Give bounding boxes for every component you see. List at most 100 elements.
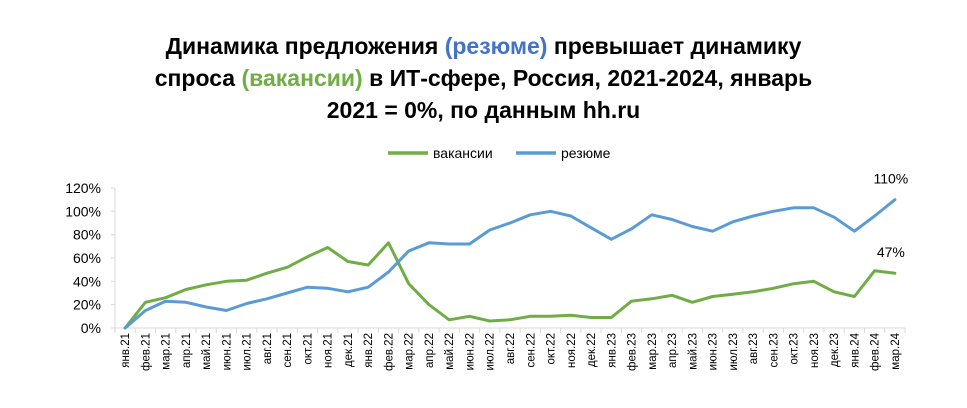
x-tick-label: дек.22 — [586, 333, 598, 367]
data-point — [185, 301, 187, 303]
data-point — [468, 315, 470, 317]
x-tick-label: апр.23 — [667, 333, 679, 368]
series-layer — [123, 198, 897, 330]
data-point — [468, 243, 470, 245]
x-tick-label: сен.22 — [525, 333, 537, 367]
data-point — [306, 286, 308, 288]
data-point — [529, 315, 531, 317]
x-tick-label: ноя.22 — [566, 333, 578, 368]
x-tick-label: июл.23 — [728, 333, 740, 371]
y-tick-label: 60% — [73, 250, 101, 266]
data-point — [245, 279, 247, 281]
x-tick-label: май.23 — [687, 333, 699, 370]
chart-title: Динамика предложения (резюме) превышает … — [0, 30, 967, 126]
x-axis: янв.21 фев.21 мар.21 апр.21 май.21 июн.21 июл.… — [114, 327, 906, 371]
data-point — [347, 291, 349, 293]
legend-label: резюме — [561, 145, 611, 161]
x-tick-label: дек.21 — [343, 333, 355, 367]
data-point — [671, 218, 673, 220]
x-tick-label: янв.21 — [120, 333, 132, 368]
data-point — [185, 288, 187, 290]
y-tick-label: 40% — [73, 273, 101, 289]
x-tick-label: дек.23 — [829, 333, 841, 367]
x-tick-label: янв.23 — [606, 333, 618, 368]
data-point — [711, 295, 713, 297]
data-point — [772, 210, 774, 212]
x-tick-label: авг.22 — [505, 333, 517, 364]
data-point — [509, 319, 511, 321]
data-point — [732, 293, 734, 295]
title-text: Динамика предложения — [165, 33, 445, 59]
data-point — [691, 301, 693, 303]
data-point — [347, 260, 349, 262]
series-line-vacancies — [123, 241, 897, 330]
data-point — [833, 291, 835, 293]
data-point — [509, 222, 511, 224]
data-point — [286, 292, 288, 294]
data-label-end: 110% — [873, 171, 908, 187]
x-tick-label: июн.21 — [221, 333, 233, 370]
legend-label: вакансии — [433, 145, 493, 161]
data-point — [387, 242, 389, 244]
y-tick-label: 100% — [65, 203, 101, 219]
data-label-end: 47% — [877, 244, 905, 260]
legend: вакансии резюме — [388, 145, 611, 161]
series-line-resumes — [123, 198, 897, 330]
title-text: спроса — [154, 65, 242, 91]
data-point — [266, 272, 268, 274]
data-point — [873, 215, 875, 217]
data-point — [833, 216, 835, 218]
data-point — [448, 243, 450, 245]
title-text: в ИТ-сфере, Россия, 2021-2024, январь — [362, 65, 813, 91]
x-tick-label: фев.24 — [870, 332, 882, 371]
title-line: спроса (вакансии) в ИТ-сфере, Россия, 20… — [0, 62, 967, 94]
y-tick-label: 120% — [65, 180, 101, 196]
data-point — [387, 271, 389, 273]
x-tick-label: мар.24 — [890, 332, 902, 369]
x-tick-label: июн.23 — [708, 333, 720, 370]
data-point — [894, 272, 896, 274]
x-tick-label: фев.22 — [383, 333, 395, 371]
x-tick-label: мар.21 — [161, 333, 173, 370]
data-point — [408, 250, 410, 252]
x-tick-label: май.21 — [201, 333, 213, 370]
data-point — [205, 306, 207, 308]
data-point — [630, 228, 632, 230]
x-tick-label: авг.23 — [748, 333, 760, 364]
data-point — [853, 230, 855, 232]
x-tick-label: май.22 — [444, 333, 456, 370]
data-point — [590, 316, 592, 318]
data-point — [225, 309, 227, 311]
data-point — [570, 314, 572, 316]
data-point — [266, 298, 268, 300]
data-point — [529, 214, 531, 216]
title-text: 2021 = 0%, по данным hh.ru — [326, 97, 641, 123]
data-point — [306, 256, 308, 258]
x-tick-label: ноя.21 — [323, 333, 335, 368]
x-tick-label: мар.23 — [647, 333, 659, 370]
data-point — [752, 291, 754, 293]
x-tick-label: окт.23 — [789, 333, 801, 365]
x-tick-label: мар.22 — [404, 333, 416, 370]
title-highlight-green: (вакансии) — [241, 65, 363, 91]
x-tick-label: фев.23 — [627, 333, 639, 371]
data-point — [124, 327, 126, 329]
data-point — [671, 294, 673, 296]
data-point — [610, 238, 612, 240]
data-point — [245, 302, 247, 304]
data-point — [326, 246, 328, 248]
data-point — [651, 298, 653, 300]
x-tick-label: сен.23 — [768, 333, 780, 367]
data-point — [752, 215, 754, 217]
y-tick-label: 0% — [81, 320, 101, 336]
data-point — [772, 287, 774, 289]
data-point — [367, 264, 369, 266]
data-point — [164, 296, 166, 298]
data-point — [448, 319, 450, 321]
data-point — [610, 316, 612, 318]
data-point — [489, 229, 491, 231]
x-tick-label: апр.22 — [424, 333, 436, 368]
x-tick-label: сен.21 — [282, 333, 294, 367]
data-point — [630, 300, 632, 302]
